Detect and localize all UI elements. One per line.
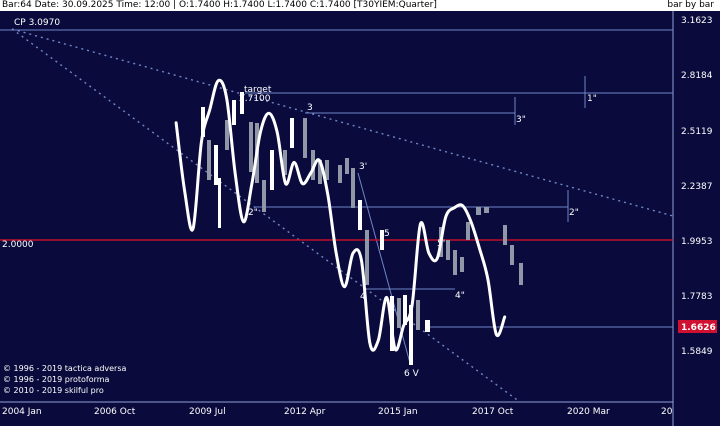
bar-info: Bar:64 Date: 30.09.2025 Time: 12:00 | O:… — [2, 0, 437, 10]
x-tick: 2015 Jan — [378, 407, 418, 417]
level-2-label: 2.0000 — [2, 240, 34, 250]
x-tick: 2017 Oct — [472, 407, 514, 417]
x-axis-ticks: 2004 Jan 2006 Oct 2009 Jul 2012 Apr 2015… — [2, 407, 673, 417]
x-tick: 2004 Jan — [2, 407, 42, 417]
label-wave-3-quote: 3" — [516, 115, 526, 125]
label-wave-2-right: 2" — [569, 208, 579, 218]
label-wave-5: 5 — [384, 229, 390, 239]
label-target: target — [244, 85, 272, 95]
copyright-line: © 2010 - 2019 skilful pro — [3, 386, 104, 395]
label-wave-4: 4 — [360, 292, 366, 302]
y-tick: 3.1623 — [681, 16, 713, 26]
upper-dotted-trendline — [11, 28, 674, 217]
copyright-block: © 1996 - 2019 tactica adversa © 1996 - 2… — [3, 364, 127, 395]
current-price-text: 1.6626 — [681, 323, 716, 333]
y-tick: 1.9953 — [681, 237, 713, 247]
cp-label: CP 3.0970 — [14, 18, 60, 28]
label-target-value: 2.7100 — [239, 94, 271, 104]
y-tick: 1.5849 — [681, 347, 713, 357]
label-wave-5-prime: 5' — [437, 239, 445, 249]
x-tick: 2020 Mar — [567, 407, 610, 417]
y-tick: 2.8184 — [681, 71, 713, 81]
label-wave-4-quote: 4" — [455, 291, 465, 301]
label-wave-2-left: 2" — [248, 208, 258, 218]
label-wave-3-prime: 3' — [359, 162, 367, 172]
current-price-badge — [678, 320, 717, 333]
label-wave-6v: 6 V — [404, 369, 420, 379]
copyright-line: © 1996 - 2019 protoforma — [3, 375, 110, 384]
x-tick: 2012 Apr — [284, 407, 326, 417]
y-tick: 2.5119 — [681, 127, 713, 137]
chart-header: Bar:64 Date: 30.09.2025 Time: 12:00 | O:… — [0, 0, 720, 11]
x-tick: 2009 Jul — [189, 407, 226, 417]
wave-labels: target 2.7100 3 3" 3' 2" 2" 1" 5 5' 4 4"… — [239, 85, 597, 379]
y-axis-ticks: 3.1623 2.8184 2.5119 2.2387 1.9953 1.778… — [681, 16, 713, 357]
label-wave-1: 1" — [587, 94, 597, 104]
copyright-line: © 1996 - 2019 tactica adversa — [3, 364, 127, 373]
y-tick: 2.2387 — [681, 182, 713, 192]
label-wave-3: 3 — [307, 103, 313, 113]
x-tick: 20 — [661, 407, 673, 417]
display-mode[interactable]: bar by bar — [667, 0, 714, 10]
x-tick: 2006 Oct — [94, 407, 136, 417]
price-curve — [174, 78, 507, 352]
y-tick: 1.7783 — [681, 292, 713, 302]
price-chart[interactable]: target 2.7100 3 3" 3' 2" 2" 1" 5 5' 4 4"… — [0, 11, 720, 426]
